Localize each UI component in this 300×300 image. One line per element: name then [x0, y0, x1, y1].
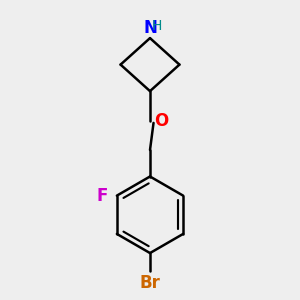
- Text: N: N: [143, 19, 157, 37]
- Text: F: F: [97, 187, 108, 205]
- Text: H: H: [152, 19, 162, 33]
- Text: O: O: [154, 112, 169, 130]
- Text: Br: Br: [140, 274, 160, 292]
